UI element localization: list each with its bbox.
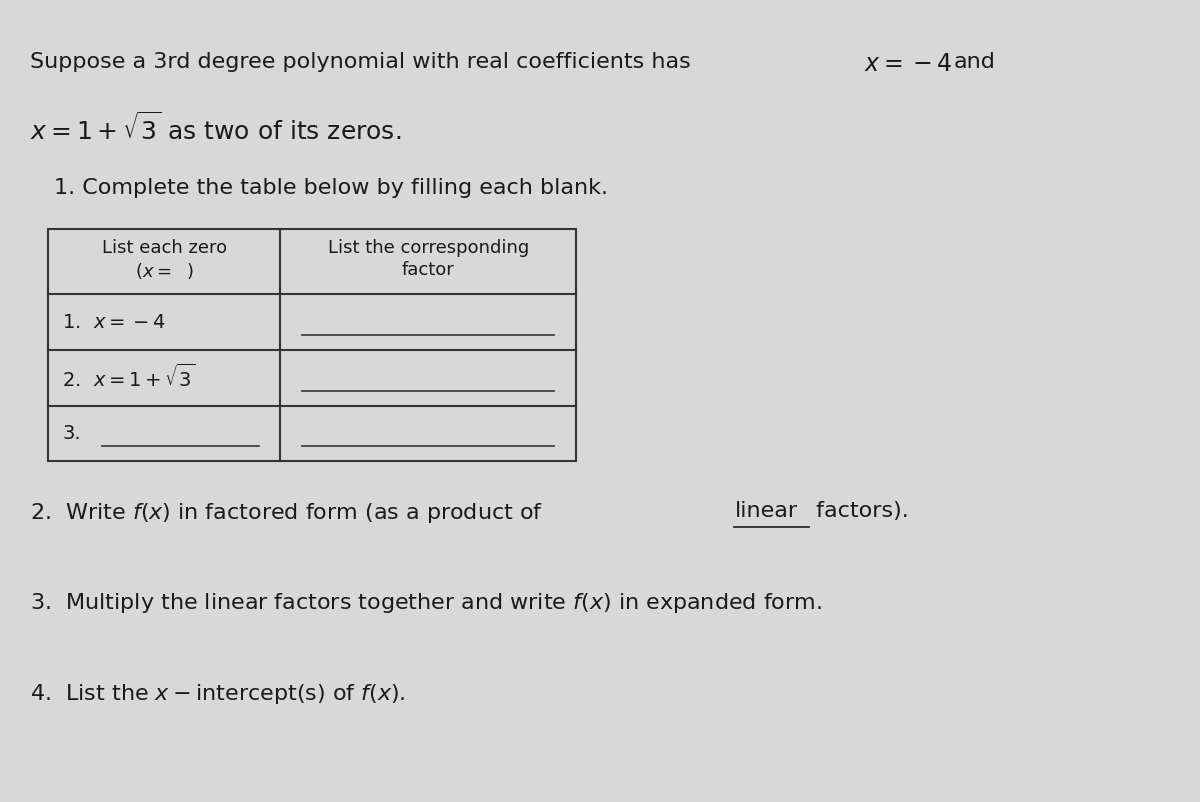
Text: factor: factor	[402, 261, 455, 278]
Text: 1.  $x = -4$: 1. $x = -4$	[62, 313, 166, 332]
Text: Suppose a 3rd degree polynomial with real coefficients has: Suppose a 3rd degree polynomial with rea…	[30, 52, 691, 72]
Text: 2.  Write $f(x)$ in factored form (as a product of: 2. Write $f(x)$ in factored form (as a p…	[30, 501, 544, 525]
Text: 2.  $x = 1 + \sqrt{3}$: 2. $x = 1 + \sqrt{3}$	[62, 364, 196, 391]
Text: List each zero: List each zero	[102, 239, 227, 257]
Text: 3.: 3.	[62, 423, 82, 443]
Text: linear: linear	[734, 501, 798, 521]
Text: $x = 1 + \sqrt{3}$ as two of its zeros.: $x = 1 + \sqrt{3}$ as two of its zeros.	[30, 112, 401, 145]
Text: $(x =\ \ )$: $(x =\ \ )$	[134, 261, 193, 281]
Text: $x = -4$: $x = -4$	[864, 52, 953, 76]
Text: 4.  List the $x-$intercept(s) of $f(x)$.: 4. List the $x-$intercept(s) of $f(x)$.	[30, 682, 406, 706]
Text: factors).: factors).	[809, 501, 908, 521]
Text: 3.  Multiply the linear factors together and write $f(x)$ in expanded form.: 3. Multiply the linear factors together …	[30, 591, 822, 615]
Text: List the corresponding: List the corresponding	[328, 239, 529, 257]
Text: and: and	[954, 52, 996, 72]
Text: 1. Complete the table below by filling each blank.: 1. Complete the table below by filling e…	[54, 178, 608, 198]
